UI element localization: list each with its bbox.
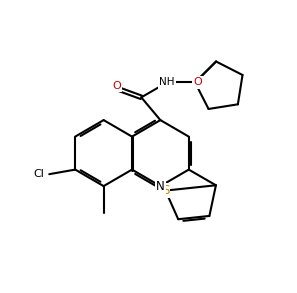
Text: O: O xyxy=(112,81,121,91)
Text: NH: NH xyxy=(159,77,175,88)
Text: N: N xyxy=(156,180,165,193)
Text: S: S xyxy=(162,184,169,197)
Text: O: O xyxy=(193,77,202,88)
Text: Cl: Cl xyxy=(34,169,44,179)
